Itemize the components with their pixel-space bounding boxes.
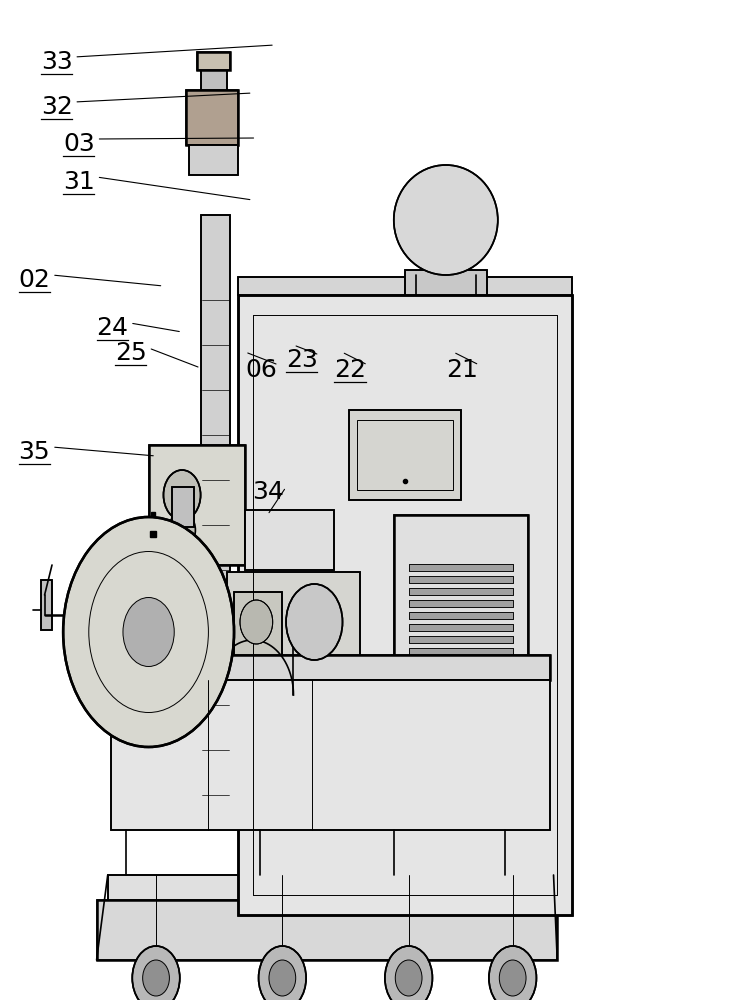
Bar xyxy=(108,875,554,900)
Text: 21: 21 xyxy=(446,358,478,382)
Bar xyxy=(234,592,282,662)
Text: 06: 06 xyxy=(245,358,277,382)
Bar xyxy=(111,680,550,830)
Bar xyxy=(149,445,245,565)
Bar xyxy=(111,680,550,830)
Circle shape xyxy=(259,946,306,1000)
Bar xyxy=(409,600,513,607)
Text: 02: 02 xyxy=(19,268,51,292)
Bar xyxy=(186,90,238,145)
Bar xyxy=(409,588,513,595)
Bar xyxy=(409,576,513,583)
Bar xyxy=(201,70,227,90)
Text: 25: 25 xyxy=(115,341,147,365)
Bar xyxy=(405,270,487,295)
Bar xyxy=(197,52,230,70)
Circle shape xyxy=(63,517,234,747)
Circle shape xyxy=(123,597,174,666)
Circle shape xyxy=(132,946,180,1000)
Bar xyxy=(349,410,461,500)
Bar xyxy=(108,875,554,900)
Circle shape xyxy=(269,960,296,996)
Text: 23: 23 xyxy=(286,348,318,372)
Text: 31: 31 xyxy=(63,170,95,194)
Bar xyxy=(409,612,513,619)
Bar xyxy=(149,445,245,565)
Bar xyxy=(41,580,52,630)
Text: 35: 35 xyxy=(19,440,51,464)
Bar xyxy=(227,572,360,672)
Bar xyxy=(104,655,550,680)
Text: 34: 34 xyxy=(253,480,285,504)
Text: 32: 32 xyxy=(41,95,73,119)
Circle shape xyxy=(169,512,195,548)
Bar xyxy=(409,636,513,643)
Bar xyxy=(238,295,572,915)
Bar xyxy=(405,270,487,295)
Bar xyxy=(234,592,282,662)
Circle shape xyxy=(240,600,273,644)
Bar xyxy=(245,510,334,570)
Text: 24: 24 xyxy=(97,316,129,340)
Bar xyxy=(201,215,230,815)
Bar xyxy=(409,624,513,631)
Bar xyxy=(245,510,334,570)
Bar xyxy=(394,515,528,675)
Bar xyxy=(172,487,194,527)
Bar xyxy=(349,410,461,500)
Bar xyxy=(41,580,52,630)
Bar xyxy=(172,487,194,527)
Bar xyxy=(238,295,572,915)
Bar xyxy=(238,277,572,295)
Bar xyxy=(409,600,513,607)
Circle shape xyxy=(499,960,526,996)
Bar xyxy=(409,636,513,643)
Bar xyxy=(409,564,513,571)
Text: 22: 22 xyxy=(334,358,366,382)
Bar xyxy=(201,215,230,815)
Text: 03: 03 xyxy=(63,132,95,156)
Bar xyxy=(97,900,557,960)
Bar xyxy=(409,588,513,595)
Bar xyxy=(409,648,513,655)
Bar xyxy=(186,90,238,145)
Bar xyxy=(409,612,513,619)
Bar xyxy=(189,145,238,175)
Circle shape xyxy=(395,960,422,996)
Bar xyxy=(357,420,453,490)
Circle shape xyxy=(489,946,536,1000)
Text: 33: 33 xyxy=(41,50,73,74)
Bar xyxy=(201,70,227,90)
Bar xyxy=(409,648,513,655)
Bar xyxy=(409,624,513,631)
Bar xyxy=(409,564,513,571)
Circle shape xyxy=(143,960,169,996)
Bar xyxy=(178,645,253,745)
Bar xyxy=(197,52,230,70)
Bar xyxy=(104,655,550,680)
Bar xyxy=(409,576,513,583)
Bar xyxy=(189,145,238,175)
Bar xyxy=(394,515,528,675)
Bar xyxy=(97,900,557,960)
Circle shape xyxy=(163,470,201,520)
Circle shape xyxy=(385,946,432,1000)
Bar xyxy=(238,277,572,295)
Bar xyxy=(227,572,360,672)
Ellipse shape xyxy=(394,165,498,275)
Circle shape xyxy=(286,584,343,660)
Bar xyxy=(178,645,253,745)
